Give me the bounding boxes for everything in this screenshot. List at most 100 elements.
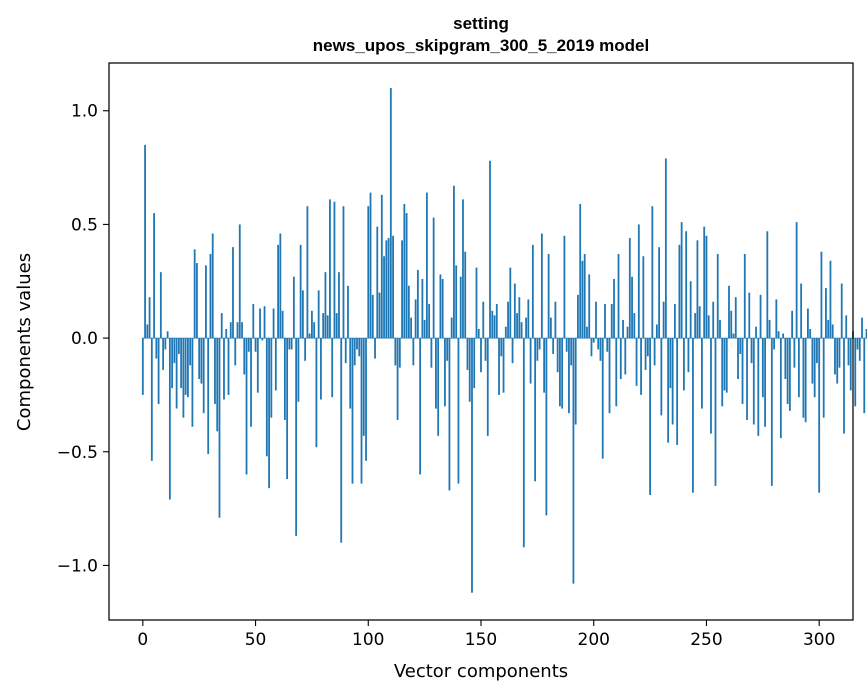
bar <box>538 338 541 350</box>
bar <box>351 338 354 484</box>
bar <box>428 303 431 339</box>
bar <box>360 338 363 484</box>
bar <box>552 338 555 354</box>
bar <box>797 338 800 398</box>
bar <box>529 338 532 384</box>
x-tick-label: 300 <box>803 630 835 650</box>
bar <box>220 313 223 339</box>
bar <box>367 206 370 339</box>
bar <box>232 247 234 339</box>
bar <box>847 338 850 366</box>
bar <box>518 297 521 339</box>
bar <box>525 317 527 339</box>
bar <box>834 338 836 375</box>
bar <box>254 338 257 352</box>
bar <box>340 338 343 543</box>
bar <box>678 244 681 339</box>
bar <box>793 338 796 368</box>
bar <box>295 338 298 536</box>
bar <box>811 338 814 384</box>
bar <box>392 235 394 339</box>
bar <box>175 338 178 409</box>
bar <box>410 317 413 339</box>
bar <box>554 301 557 339</box>
bar <box>522 338 525 548</box>
bar <box>831 324 834 339</box>
bar <box>313 322 316 339</box>
bar <box>279 233 282 339</box>
bar <box>784 338 787 380</box>
bar <box>631 276 633 339</box>
bar <box>635 338 638 386</box>
bar <box>705 235 708 339</box>
bar <box>184 338 187 395</box>
bar <box>540 233 543 339</box>
bar <box>462 199 464 339</box>
bar <box>856 338 859 350</box>
bar <box>770 338 773 486</box>
bar <box>845 315 848 339</box>
bar <box>861 317 863 339</box>
bar <box>822 338 825 418</box>
bar <box>730 310 733 339</box>
bar <box>723 338 726 391</box>
bar <box>211 233 214 339</box>
bar <box>196 263 198 339</box>
bar <box>308 333 311 339</box>
bar <box>338 272 340 339</box>
bar <box>692 338 694 493</box>
bar <box>581 260 584 339</box>
bar <box>353 338 356 366</box>
bar <box>520 322 523 339</box>
bar <box>218 338 221 518</box>
bar <box>329 199 331 339</box>
bar <box>236 322 239 339</box>
bar <box>572 338 575 584</box>
bar <box>734 297 737 339</box>
bar <box>412 338 415 366</box>
bar <box>649 338 651 495</box>
bar <box>640 338 642 395</box>
bar <box>786 338 789 405</box>
bar <box>574 338 577 425</box>
x-tick-label: 100 <box>352 630 384 650</box>
bar <box>281 310 284 339</box>
bar <box>477 329 480 339</box>
bar <box>349 338 352 409</box>
bar <box>491 310 494 339</box>
bar <box>247 338 250 352</box>
bar <box>608 338 611 414</box>
bar <box>556 338 559 373</box>
bar <box>813 338 816 398</box>
bar <box>662 301 665 339</box>
y-axis: −1.0 −0.5 0.0 0.5 1.0 <box>57 102 109 576</box>
bar <box>387 238 390 339</box>
bar <box>288 338 291 350</box>
bar <box>768 319 771 339</box>
bar <box>687 338 690 373</box>
bar <box>430 338 433 368</box>
bar <box>286 338 289 480</box>
bar <box>453 185 455 339</box>
bar <box>441 278 444 339</box>
bar <box>223 338 225 400</box>
bar <box>290 338 293 350</box>
bar <box>590 338 593 357</box>
bar <box>721 338 724 407</box>
bar <box>435 338 437 409</box>
bar <box>214 338 216 405</box>
bar <box>191 338 194 427</box>
bar <box>243 338 246 375</box>
bar <box>234 338 237 366</box>
bar <box>362 338 365 436</box>
bar <box>752 338 755 425</box>
bar <box>719 319 721 339</box>
bar <box>297 338 300 402</box>
x-axis: 0 50 100 150 200 250 300 <box>137 620 835 650</box>
bar <box>396 338 399 420</box>
bar <box>317 290 320 339</box>
bar <box>238 224 241 339</box>
bar <box>385 240 388 339</box>
bar <box>507 301 509 339</box>
